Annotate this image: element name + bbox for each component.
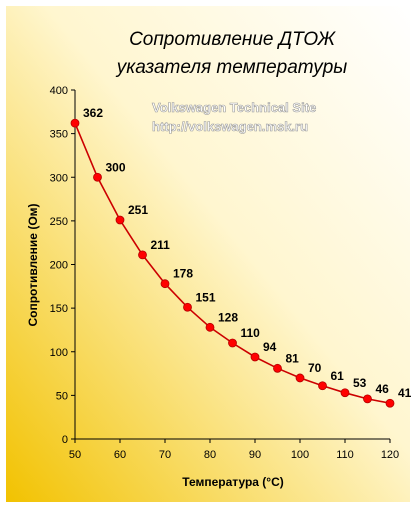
data-point [363,394,372,404]
y-tick-label: 150 [50,303,68,315]
data-point [93,172,102,182]
x-tick-label: 60 [114,449,126,461]
data-point [115,215,125,225]
data-label: 110 [241,326,261,340]
data-label: 128 [218,310,238,324]
watermark-line1: Volkswagen Technical Site [152,100,316,115]
x-tick-label: 90 [249,449,261,461]
data-label: 61 [331,369,345,383]
data-label: 41 [398,386,412,400]
data-point [250,352,260,362]
data-point [295,373,305,383]
data-label: 70 [308,361,322,375]
data-point [205,322,215,332]
y-tick-label: 350 [50,129,68,141]
y-tick-label: 400 [50,85,68,97]
series-layer [70,118,395,408]
x-tick-label: 110 [336,449,354,461]
data-label: 151 [196,290,216,304]
chart-title-line1: Сопротивление ДТОЖ [129,29,336,50]
data-label: 53 [353,376,367,390]
chart-background [6,6,410,502]
y-tick-label: 100 [50,347,68,359]
data-point [183,302,192,312]
data-label: 178 [173,267,193,281]
y-tick-label: 200 [50,260,68,272]
data-point [340,388,350,398]
x-axis-title: Температура (°C) [182,475,284,489]
data-label: 251 [128,203,148,217]
data-label: 94 [263,340,277,354]
y-axis-title: Сопротивление (Ом) [26,203,40,326]
x-tick-label: 70 [159,449,171,461]
data-label: 300 [106,160,126,174]
data-point [273,363,282,373]
data-label: 362 [83,106,103,120]
data-point [385,398,395,408]
chart-title-line2: указателя температуры [115,57,348,78]
data-point [228,338,237,348]
data-label: 211 [151,238,171,252]
data-label: 81 [286,351,300,365]
x-tick-label: 80 [204,449,216,461]
x-tick-label: 120 [381,449,399,461]
data-point [160,279,170,289]
watermark-line2: http://volkswagen.msk.ru [152,119,308,134]
x-tick-label: 100 [291,449,309,461]
y-tick-label: 0 [62,434,68,446]
y-tick-label: 50 [56,390,68,402]
x-tick-label: 50 [69,449,81,461]
data-point [70,118,80,128]
data-label: 46 [376,382,390,396]
data-point [318,381,327,391]
y-tick-label: 300 [50,172,68,184]
data-point [138,250,147,260]
y-tick-label: 250 [50,216,68,228]
